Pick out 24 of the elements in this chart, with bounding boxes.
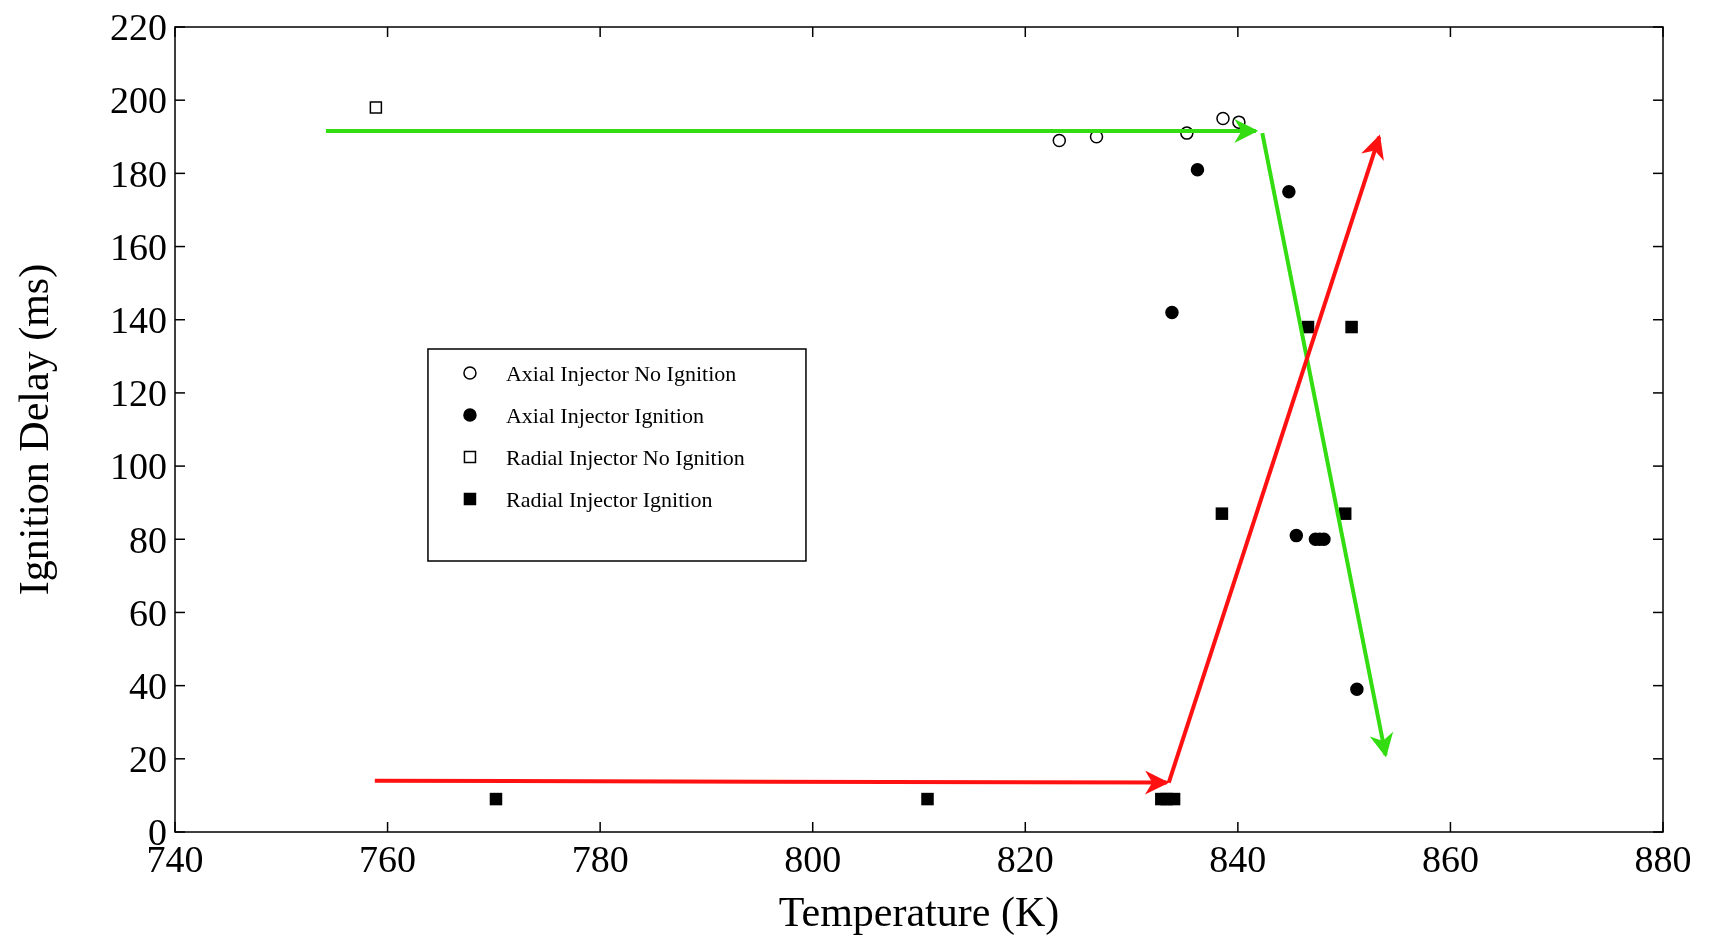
x-axis-title: Temperature (K) (778, 889, 1060, 936)
y-tick-label: 100 (110, 445, 167, 488)
x-tick-label: 760 (359, 838, 417, 880)
y-axis-title: Ignition Delay (ms) (11, 263, 58, 596)
y-tick-label: 200 (110, 79, 167, 122)
x-tick-label: 820 (996, 838, 1054, 880)
y-tick-label: 20 (129, 738, 167, 781)
y-tick-label: 180 (110, 152, 167, 195)
y-tick-label: 60 (129, 591, 167, 634)
y-tick-label: 120 (110, 372, 167, 415)
y-tick-label: 140 (110, 299, 167, 342)
y-tick-label: 80 (129, 518, 167, 561)
y-tick-label: 40 (129, 664, 167, 707)
x-tick-label: 880 (1634, 838, 1692, 880)
legend-label: Radial Injector No Ignition (505, 444, 745, 470)
y-tick-label: 220 (110, 6, 167, 49)
legend-label: Axial Injector Ignition (505, 402, 704, 428)
y-tick-label: 160 (110, 225, 167, 268)
legend-label: Radial Injector Ignition (505, 486, 713, 512)
x-tick-label: 840 (1209, 838, 1267, 880)
x-tick-label: 780 (571, 838, 629, 880)
legend-label: Axial Injector No Ignition (505, 360, 737, 386)
x-tick-label: 860 (1421, 838, 1479, 880)
x-tick-label: 800 (784, 838, 842, 880)
